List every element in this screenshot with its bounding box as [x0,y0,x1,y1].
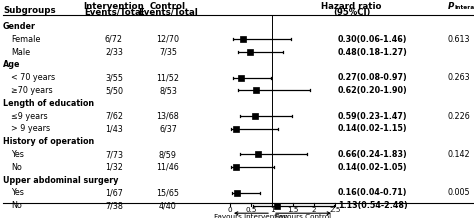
Text: 2.5: 2.5 [329,207,341,213]
Text: Hazard ratio: Hazard ratio [321,2,382,11]
Text: 0: 0 [228,207,232,213]
Text: 2/33: 2/33 [105,48,123,57]
Text: 12/70: 12/70 [156,35,180,44]
Text: 1.13(0.54-2.48): 1.13(0.54-2.48) [338,201,408,210]
Text: History of operation: History of operation [3,137,94,146]
Text: Interaction: Interaction [455,5,474,10]
Text: Yes: Yes [11,150,24,159]
Text: 0.48(0.18-1.27): 0.48(0.18-1.27) [338,48,408,57]
Text: 1.5: 1.5 [287,207,299,213]
Text: 3/55: 3/55 [105,73,123,82]
Text: Male: Male [11,48,30,57]
Text: Gender: Gender [3,22,36,31]
Text: 0.613: 0.613 [448,35,471,44]
Text: Length of education: Length of education [3,99,94,108]
Text: ≥70 years: ≥70 years [11,86,53,95]
Text: 0.27(0.08-0.97): 0.27(0.08-0.97) [338,73,408,82]
Text: (95%Cl): (95%Cl) [333,8,370,17]
Text: Upper abdominal surgery: Upper abdominal surgery [3,176,118,185]
Text: 15/65: 15/65 [156,188,180,198]
Text: 7/35: 7/35 [159,48,177,57]
Text: 0.66(0.24-1.83): 0.66(0.24-1.83) [338,150,408,159]
Text: Yes: Yes [11,188,24,198]
Text: 0.5: 0.5 [245,207,257,213]
Text: 0.142: 0.142 [448,150,471,159]
Text: 0.16(0.04-0.71): 0.16(0.04-0.71) [338,188,408,198]
Text: Control: Control [150,2,186,11]
Text: < 70 years: < 70 years [11,73,55,82]
Text: 0.005: 0.005 [448,188,471,198]
Text: Events/Total: Events/Total [84,8,144,17]
Text: 7/38: 7/38 [105,201,123,210]
Text: 8/53: 8/53 [159,86,177,95]
Text: 0.263: 0.263 [448,73,471,82]
Text: > 9 years: > 9 years [11,124,50,133]
Text: P: P [448,2,455,11]
Text: 4/40: 4/40 [159,201,177,210]
Text: 11/52: 11/52 [156,73,180,82]
Text: Intervention: Intervention [83,2,145,11]
Text: 7/62: 7/62 [105,112,123,121]
Text: 1/67: 1/67 [105,188,123,198]
Text: 0.14(0.02-1.05): 0.14(0.02-1.05) [338,163,408,172]
Text: 2: 2 [312,207,316,213]
Text: 0.62(0.20-1.90): 0.62(0.20-1.90) [338,86,408,95]
Text: Subgroups: Subgroups [3,6,55,15]
Text: 1/43: 1/43 [105,124,123,133]
Text: 8/59: 8/59 [159,150,177,159]
Text: 1: 1 [270,207,274,213]
Text: 0.14(0.02-1.15): 0.14(0.02-1.15) [338,124,408,133]
Text: 7/73: 7/73 [105,150,123,159]
Text: Favours Control: Favours Control [275,214,331,218]
Text: 5/50: 5/50 [105,86,123,95]
Text: 0.226: 0.226 [448,112,471,121]
Text: 6/72: 6/72 [105,35,123,44]
Text: Favours intervention: Favours intervention [214,214,288,218]
Text: 0.30(0.06-1.46): 0.30(0.06-1.46) [338,35,408,44]
Text: 6/37: 6/37 [159,124,177,133]
Text: 0.59(0.23-1.47): 0.59(0.23-1.47) [338,112,408,121]
Text: ≤9 years: ≤9 years [11,112,47,121]
Text: 13/68: 13/68 [156,112,179,121]
Text: No: No [11,163,22,172]
Text: No: No [11,201,22,210]
Text: 11/46: 11/46 [156,163,179,172]
Text: Events/Total: Events/Total [138,8,198,17]
Text: Age: Age [3,60,20,69]
Text: 1/32: 1/32 [105,163,123,172]
Text: Female: Female [11,35,40,44]
